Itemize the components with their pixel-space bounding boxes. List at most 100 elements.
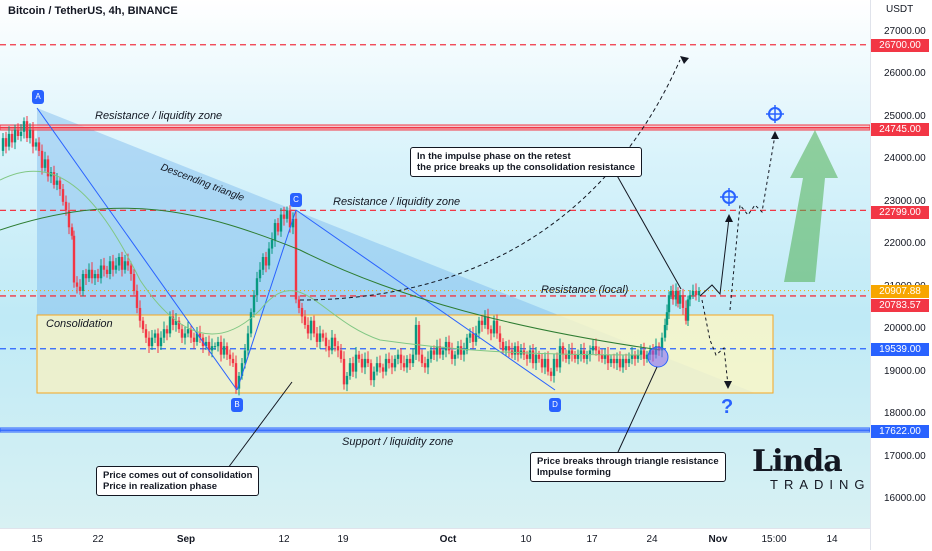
candle-body <box>285 210 289 219</box>
candle-body <box>468 333 472 338</box>
price-tick: 23000.00 <box>884 195 926 207</box>
candle-body <box>22 121 26 132</box>
chart-canvas[interactable] <box>0 0 870 528</box>
candle-body <box>84 273 88 279</box>
candle-body <box>111 261 115 270</box>
candle-body <box>129 265 133 274</box>
candle-body <box>183 333 187 338</box>
candle-body <box>576 354 580 359</box>
candle-body <box>627 358 631 364</box>
candle-body <box>330 337 334 351</box>
candle-body <box>420 354 424 364</box>
candle-body <box>471 333 475 342</box>
candle-body <box>513 346 517 355</box>
candle-body <box>667 295 671 313</box>
candle-body <box>456 346 460 355</box>
point-label-a: A <box>32 90 44 104</box>
candle-body <box>396 354 400 359</box>
candle-body <box>663 324 667 338</box>
candle-body <box>43 159 47 168</box>
breakout-marker <box>647 346 669 368</box>
candle-body <box>390 363 394 368</box>
price-tick: 26000.00 <box>884 68 926 80</box>
candle-body <box>603 354 607 359</box>
candle-body <box>270 240 274 249</box>
price-tag: 17622.00 <box>871 425 929 438</box>
point-label-d: D <box>549 398 561 412</box>
price-tag: 20783.57 <box>871 299 929 312</box>
triangle-line-a-b <box>36 107 238 391</box>
candle-body <box>108 261 112 274</box>
callout-break-line-2: Impulse forming <box>537 467 611 478</box>
candle-body <box>691 290 695 296</box>
candle-body <box>37 142 41 151</box>
candle-body <box>28 129 32 139</box>
moving-average-short <box>0 170 641 356</box>
candle-body <box>357 354 361 359</box>
candle-body <box>414 324 418 355</box>
candle-body <box>19 131 23 137</box>
candle-body <box>402 363 406 368</box>
price-tick: 19000.00 <box>884 365 926 377</box>
candle-body <box>255 278 259 296</box>
point-label-c: C <box>290 193 302 207</box>
time-tick: Nov <box>708 534 728 545</box>
candle-body <box>72 235 76 283</box>
price-tag: 26700.00 <box>871 39 929 52</box>
candle-body <box>231 358 235 364</box>
candle-body <box>348 363 352 376</box>
candle-body <box>300 307 304 317</box>
candle-body <box>633 354 637 359</box>
candle-body <box>516 346 520 355</box>
candle-body <box>345 375 349 385</box>
candle-body <box>498 333 502 342</box>
callout-leader-triangle <box>617 366 658 453</box>
candle-body <box>90 269 94 279</box>
logo-name: Linda <box>752 444 843 479</box>
candle-body <box>495 320 499 334</box>
candle-body <box>339 350 343 359</box>
candle-body <box>306 324 310 334</box>
candle-body <box>684 307 688 321</box>
candle-body <box>492 320 496 334</box>
price-tick: 16000.00 <box>884 493 926 504</box>
callout-exit-line-2: Price in realization phase <box>103 481 218 492</box>
price-axis[interactable] <box>870 0 932 550</box>
candle-body <box>489 329 493 334</box>
label-resistance-local: Resistance (local) <box>541 284 629 296</box>
price-tag: 20907.88 <box>871 285 929 298</box>
candle-body <box>579 350 583 355</box>
candle-body <box>671 290 675 300</box>
candle-body <box>186 329 190 334</box>
candle-body <box>483 316 487 325</box>
callout-leader-impulse <box>614 171 682 290</box>
candle-body <box>525 354 529 359</box>
candle-body <box>132 273 136 291</box>
candle-body <box>198 333 202 338</box>
time-tick: 19 <box>337 534 349 545</box>
candle-body <box>126 261 130 266</box>
time-axis[interactable] <box>0 528 870 551</box>
candle-body <box>144 329 148 338</box>
bear-path <box>701 299 729 386</box>
label-support: Support / liquidity zone <box>342 436 454 448</box>
candle-body <box>381 367 385 372</box>
candle-body <box>34 142 38 147</box>
candle-body <box>210 346 214 351</box>
candle-body <box>315 333 319 342</box>
candle-body <box>81 273 85 291</box>
candle-body <box>366 358 370 364</box>
candle-body <box>432 350 436 355</box>
alt-path <box>729 134 776 311</box>
callout-impulse-line-2: the price breaks up the consolidation re… <box>417 162 636 173</box>
candle-body <box>636 354 640 359</box>
candle-body <box>378 363 382 368</box>
callout-break-line-1: Price breaks through triangle resistance <box>537 456 719 467</box>
candle-body <box>117 257 121 266</box>
candle-body <box>351 363 355 372</box>
candle-body <box>10 133 14 143</box>
time-tick: 15 <box>31 534 43 545</box>
candle-body <box>93 273 97 279</box>
plot-area[interactable]: Bitcoin / TetherUS, 4h, BINANCE Resistan… <box>0 0 870 528</box>
candle-body <box>645 354 649 359</box>
